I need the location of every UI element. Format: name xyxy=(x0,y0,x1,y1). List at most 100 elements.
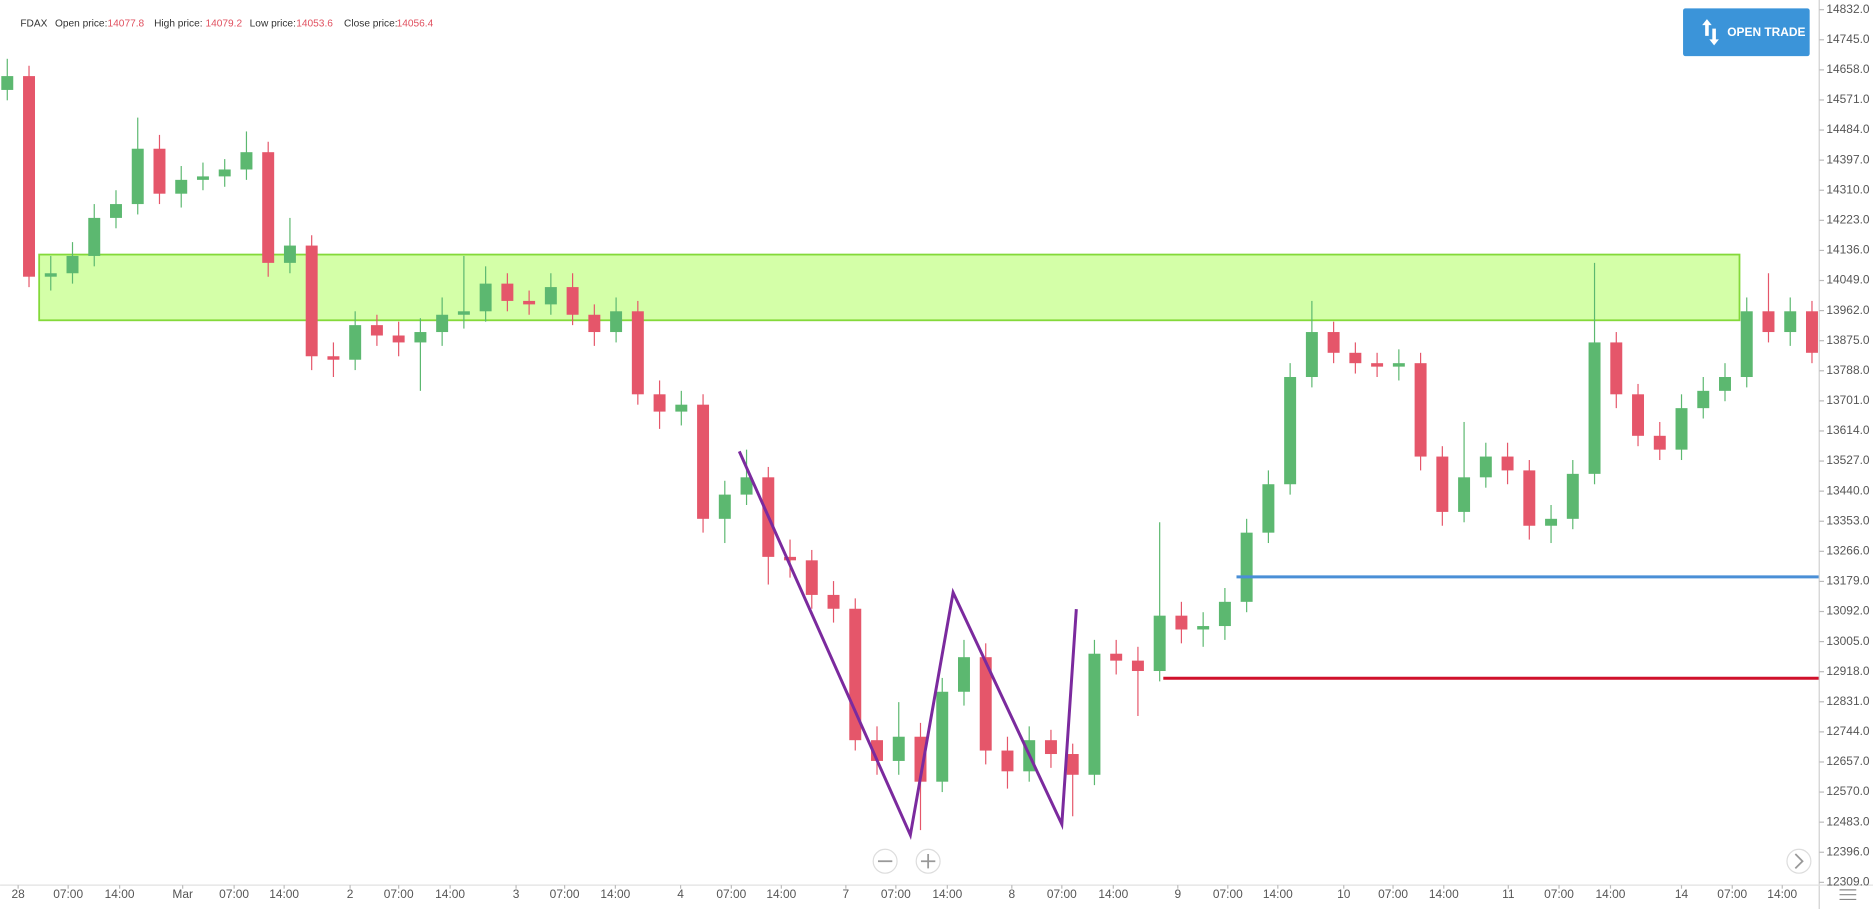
candle-body xyxy=(1436,456,1449,512)
candle-body xyxy=(153,148,166,194)
y-tick-label: 13266.0 xyxy=(1826,543,1870,557)
candle-body xyxy=(1588,342,1601,474)
candle-body xyxy=(1218,601,1231,627)
y-tick-label: 14832.0 xyxy=(1826,2,1870,16)
x-tick-label: 14:00 xyxy=(269,887,299,901)
candle-body xyxy=(1284,377,1297,485)
candle-body xyxy=(349,325,362,360)
x-tick-label: 28 xyxy=(12,887,26,901)
candle-body xyxy=(327,356,340,360)
candle-body xyxy=(1001,750,1014,772)
button-icon[interactable] xyxy=(1702,19,1719,46)
x-tick-label: 2 xyxy=(347,887,354,901)
candle-body xyxy=(436,314,449,333)
x-tick-label: 14:00 xyxy=(1263,887,1293,901)
x-tick-label: 14:00 xyxy=(766,887,796,901)
candle-body xyxy=(1675,408,1688,450)
x-tick-label: 14:00 xyxy=(600,887,630,901)
candle-body xyxy=(1653,435,1666,450)
candle-body xyxy=(566,287,579,315)
x-tick-label: Mar xyxy=(172,887,193,901)
candle-body xyxy=(1197,626,1210,630)
y-tick-label: 14484.0 xyxy=(1826,122,1870,136)
settings-icon[interactable] xyxy=(1839,889,1857,901)
candle-body xyxy=(1240,532,1253,602)
zoom-in-icon[interactable] xyxy=(920,854,936,869)
open-trade-button[interactable]: OPEN TRADE xyxy=(1683,8,1810,57)
candle-body xyxy=(501,283,514,301)
candle-body xyxy=(914,736,927,782)
candle-body xyxy=(1458,477,1471,512)
y-tick-label: 13527.0 xyxy=(1826,453,1870,467)
x-tick-label: 7 xyxy=(843,887,850,901)
y-tick-label: 14049.0 xyxy=(1826,273,1870,287)
button-label[interactable]: OPEN TRADE xyxy=(1727,25,1805,39)
x-tick-label: 07:00 xyxy=(1378,887,1408,901)
x-tick-label: 9 xyxy=(1174,887,1181,901)
candle-body xyxy=(283,245,296,263)
candle-body xyxy=(370,325,383,336)
candle-body xyxy=(979,657,992,751)
y-tick-label: 13353.0 xyxy=(1826,513,1870,527)
candle-body xyxy=(523,300,536,305)
candle-body xyxy=(479,283,492,312)
candle-body xyxy=(1805,311,1818,353)
candle-body xyxy=(936,691,949,782)
candle-body xyxy=(131,148,144,205)
x-tick-label: 07:00 xyxy=(1047,887,1077,901)
candle-body xyxy=(1262,484,1275,533)
candle-body xyxy=(675,404,688,412)
candle-body xyxy=(218,169,231,177)
y-tick-label: 14745.0 xyxy=(1826,32,1870,46)
candle-body xyxy=(544,287,557,305)
candle-body xyxy=(175,179,188,194)
candle-body xyxy=(1414,363,1427,457)
y-tick-label: 14136.0 xyxy=(1826,243,1870,257)
low-label: Low price: xyxy=(250,19,296,30)
candle-body xyxy=(1349,352,1362,364)
y-tick-label: 14223.0 xyxy=(1826,212,1870,226)
y-tick-label: 14310.0 xyxy=(1826,182,1870,196)
candle-body xyxy=(66,255,79,274)
zoom-in[interactable] xyxy=(915,848,941,874)
y-tick-label: 14397.0 xyxy=(1826,152,1870,166)
candle-body xyxy=(1088,653,1101,775)
candle-body xyxy=(1371,363,1384,367)
x-tick-label: 14:00 xyxy=(932,887,962,901)
x-tick-label: 14:00 xyxy=(1767,887,1797,901)
candle-body xyxy=(1305,332,1318,378)
open-label: Open price: xyxy=(55,19,107,30)
x-tick-label: 07:00 xyxy=(716,887,746,901)
candle-body xyxy=(1762,311,1775,333)
x-tick-label: 14 xyxy=(1675,887,1689,901)
y-tick-label: 13440.0 xyxy=(1826,483,1870,497)
zoom-out[interactable] xyxy=(872,848,898,874)
scroll-right-circle[interactable] xyxy=(1786,848,1812,874)
candle-body xyxy=(1044,740,1057,755)
y-tick-label: 13962.0 xyxy=(1826,303,1870,317)
drawn-line xyxy=(737,450,1078,841)
y-tick-label: 12570.0 xyxy=(1826,784,1870,798)
candle-body xyxy=(1131,660,1144,672)
close-value: 14056.4 xyxy=(397,19,434,30)
scroll-right[interactable] xyxy=(1786,848,1812,874)
y-tick-label: 13875.0 xyxy=(1826,333,1870,347)
y-tick-label: 13788.0 xyxy=(1826,363,1870,377)
x-tick-label: 07:00 xyxy=(881,887,911,901)
zone xyxy=(38,253,1741,322)
x-tick-label: 3 xyxy=(513,887,520,901)
candle-body xyxy=(631,311,644,395)
x-tick-label: 07:00 xyxy=(53,887,83,901)
candle-body xyxy=(1153,615,1166,672)
y-tick-label: 12918.0 xyxy=(1826,664,1870,678)
x-tick-label: 07:00 xyxy=(1717,887,1747,901)
x-tick-label: 14:00 xyxy=(1098,887,1128,901)
y-tick-label: 12831.0 xyxy=(1826,694,1870,708)
candle-body xyxy=(1632,394,1645,436)
scroll-right-icon[interactable] xyxy=(1794,853,1804,870)
symbol: FDAX xyxy=(20,19,47,30)
candle-body xyxy=(1566,473,1579,519)
x-tick-label: 10 xyxy=(1337,887,1351,901)
y-tick-label: 13179.0 xyxy=(1826,574,1870,588)
